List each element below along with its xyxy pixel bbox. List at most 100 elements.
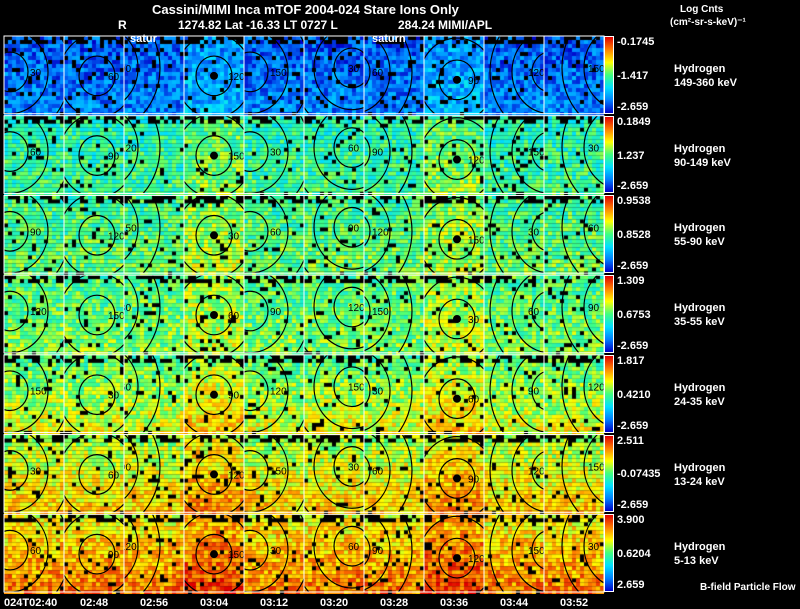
contour-group: 150 (364, 275, 413, 353)
contour-line (244, 131, 269, 172)
contour-label: 90 (120, 462, 132, 473)
contour-group: 120 (424, 117, 484, 194)
contour-label: 60 (348, 542, 360, 553)
contour-group: 120 (120, 115, 161, 194)
colorbar-max: 2.511 (617, 434, 644, 447)
contour-group: 60 (561, 195, 604, 274)
contour-label: 120 (120, 144, 137, 155)
contour-label: 30 (270, 148, 282, 159)
contour-line (142, 514, 161, 592)
contour-label: 30 (270, 546, 282, 557)
contour-label: 150 (108, 311, 125, 322)
contour-line (295, 514, 304, 592)
contour-line (424, 515, 484, 592)
contour-line (142, 195, 161, 274)
contour-group: 120 (364, 195, 413, 274)
contour-line (583, 514, 604, 584)
saturn-marker (453, 235, 461, 244)
contour-group: 90 (124, 36, 161, 114)
contour-group: 60 (4, 115, 64, 194)
contour-line (244, 51, 269, 93)
colorbar-max: 3.900 (617, 514, 645, 527)
contour-group: 60 (64, 434, 124, 513)
contour-label: 30 (120, 303, 132, 314)
contour-line (364, 275, 391, 352)
contour-line (78, 55, 116, 97)
bfield-legend: B-field Particle Flow (700, 582, 796, 593)
contour-group: 150 (561, 36, 604, 114)
contour-label: 120 (228, 470, 245, 481)
contour-label: 60 (108, 72, 120, 83)
contour-label: 60 (588, 223, 600, 234)
contour-line (195, 135, 233, 176)
colorbar-min: -2.659 (617, 100, 649, 113)
contour-group: 90 (120, 434, 161, 513)
contour-line (244, 529, 269, 571)
contour-label: 90 (372, 546, 384, 557)
contour-line (424, 117, 484, 194)
saturn-marker (453, 474, 461, 483)
contour-line (531, 451, 544, 490)
contour-line (37, 488, 157, 609)
contour-label: 60 (372, 68, 384, 79)
x-tick-label: 03:52 (560, 597, 589, 609)
contour-line (364, 454, 371, 487)
contour-line (78, 294, 116, 336)
contour-group: 30 (561, 115, 604, 194)
contour-group: 150 (489, 514, 545, 592)
contour-group: 60 (489, 275, 544, 353)
contour-label: 90 (270, 307, 282, 318)
contour-line (424, 436, 484, 513)
contour-line (364, 115, 391, 192)
contour-group: 60 (424, 356, 484, 433)
contour-label: 30 (588, 144, 600, 155)
x-tick-label: 03:28 (380, 597, 409, 609)
contour-line (142, 434, 161, 513)
contour-line (195, 55, 233, 97)
contour-group: 150 (561, 434, 604, 513)
contour-line (531, 530, 544, 570)
contour-group: 90 (424, 37, 484, 114)
contour-line (397, 115, 413, 194)
contour-label: 30 (228, 231, 240, 242)
position-r-label: R (118, 18, 127, 32)
contour-group: 30 (561, 514, 604, 592)
colorbar-max: -0.1745 (617, 36, 655, 48)
contour-line (397, 354, 413, 433)
contour-label: 120 (372, 227, 389, 238)
contour-group: 60 (244, 195, 304, 274)
contour-group: 30 (304, 36, 364, 114)
contour-line (583, 195, 604, 265)
contour-group: 150 (244, 434, 304, 513)
contour-group: 120 (4, 275, 64, 353)
contour-label: 60 (30, 148, 42, 159)
contour-label: 60 (270, 227, 282, 238)
row-label: Hydrogen 90-149 keV (674, 142, 731, 170)
contour-group: 60 (4, 514, 64, 592)
contour-line (78, 214, 116, 256)
contour-line (154, 488, 274, 609)
row-label: Hydrogen 24-35 keV (674, 381, 725, 409)
colorbar-mid: 1.237 (617, 149, 645, 162)
contour-line (124, 275, 139, 341)
contour-group: 60 (364, 434, 413, 513)
contour-group: 90 (364, 514, 413, 592)
contour-group: 30 (184, 195, 244, 274)
contour-label: 150 (228, 550, 245, 561)
contour-line (489, 115, 505, 194)
contour-line (397, 36, 413, 114)
contour-line (561, 275, 580, 353)
contour-line (244, 290, 269, 332)
contour-line (364, 514, 391, 591)
contour-line (244, 210, 269, 252)
contour-line (531, 291, 544, 331)
row-label: Hydrogen 35-55 keV (674, 301, 725, 329)
contour-line (531, 52, 544, 92)
contour-group: 30 (304, 434, 364, 513)
contour-label: 90 (528, 387, 540, 398)
colorbar-mid: -1.417 (617, 69, 649, 82)
contour-label: 150 (528, 546, 545, 557)
contour-line (313, 434, 364, 509)
contour-line (313, 195, 364, 270)
colorbar-min: 2.659 (617, 579, 645, 591)
